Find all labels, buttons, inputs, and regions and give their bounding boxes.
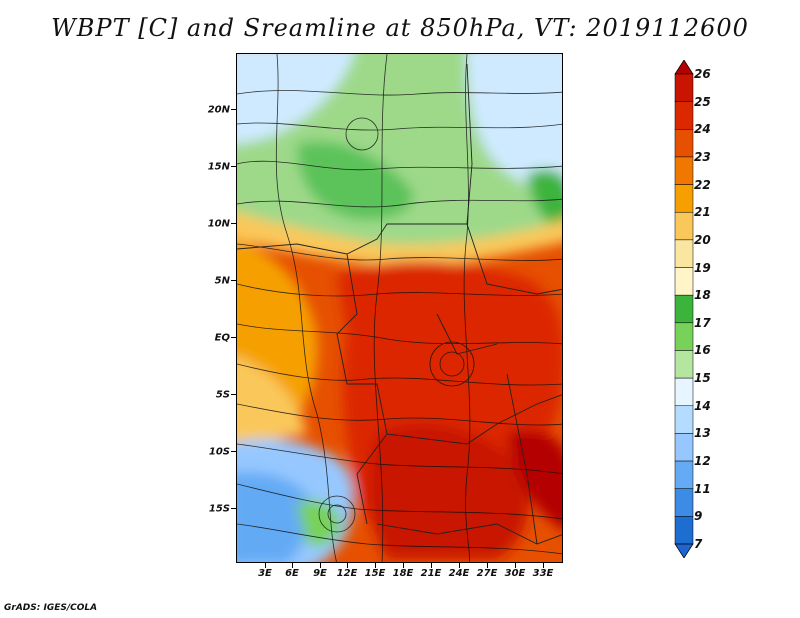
lat-tick [231,508,236,509]
lon-label-3e: 3E [258,568,272,579]
lon-tick [265,563,266,568]
lon-label-12e: 12E [336,568,358,579]
lon-label-21e: 21E [420,568,442,579]
colorbar-label: 7 [694,537,703,551]
colorbar-segment [674,322,694,351]
colorbar-label: 14 [694,398,711,413]
lat-tick [231,337,236,338]
colorbar-label: 25 [694,94,711,109]
colorbar-label: 22 [694,177,711,192]
colorbar-segment [674,267,694,296]
lon-label-18e: 18E [392,568,414,579]
colorbar-label: 23 [694,149,711,164]
colorbar-bottom-arrow [674,543,694,558]
lat-tick [231,280,236,281]
lat-label-eq: EQ [214,332,230,344]
colorbar-segment [674,460,694,489]
colorbar-label: 9 [694,509,703,524]
colorbar-label: 15 [694,371,711,386]
lon-tick [487,563,488,568]
colorbar-segment [674,294,694,324]
lon-label-30e: 30E [504,568,526,579]
colorbar-segment [674,377,694,407]
colorbar-segment [674,129,694,158]
colorbar-label: 20 [694,232,711,247]
lat-tick [231,451,236,452]
lon-tick [431,563,432,568]
lat-tick [231,223,236,224]
colorbar-segment [674,211,694,241]
lon-label-6e: 6E [285,568,299,579]
colorbar-label: 11 [694,481,711,496]
grads-credit: GrADS: IGES/COLA [4,603,98,613]
colorbar-segment [674,488,694,517]
lon-tick [543,563,544,568]
colorbar-label: 12 [694,454,711,469]
lat-label-15s: 15S [208,503,230,515]
lon-tick [459,563,460,568]
country-borders [237,63,562,545]
colorbar-segment [674,239,694,268]
wbpt-field-map [237,54,562,562]
lon-label-9e: 9E [313,568,327,579]
colorbar-label: 26 [694,67,711,81]
lat-tick [231,394,236,395]
map-panel [236,53,563,563]
lon-tick [292,563,293,568]
colorbar-top-arrow [674,60,694,75]
colorbar-label: 13 [694,426,711,441]
lon-label-24e: 24E [448,568,470,579]
lat-label-20n: 20N [207,104,230,116]
colorbar-segment [674,156,694,185]
lat-label-5s: 5S [215,389,230,401]
colorbar-segment [674,516,694,545]
colorbar-label: 24 [694,122,711,137]
lon-tick [347,563,348,568]
lat-label-5n: 5N [214,275,230,287]
lat-tick [231,166,236,167]
lon-label-27e: 27E [476,568,498,579]
lon-label-33e: 33E [532,568,554,579]
colorbar-segment [674,101,694,130]
colorbar-label: 19 [694,260,711,275]
streamlines [237,54,562,562]
lat-label-15n: 15N [207,161,230,173]
colorbar-label: 21 [694,205,711,220]
lon-tick [320,563,321,568]
lon-tick [375,563,376,568]
colorbar-label: 17 [694,315,711,330]
colorbar-segment [674,350,694,379]
colorbar-label: 18 [694,288,711,303]
lat-label-10s: 10S [208,446,230,458]
colorbar-label: 16 [694,343,711,358]
lat-label-10n: 10N [207,218,230,230]
colorbar-segment [674,433,694,462]
colorbar-segment [674,73,694,102]
lon-tick [515,563,516,568]
lon-label-15e: 15E [364,568,386,579]
lat-tick [231,109,236,110]
colorbar [674,60,694,558]
colorbar-segment [674,184,694,213]
lon-tick [403,563,404,568]
colorbar-segment [674,405,694,434]
chart-title: WBPT [C] and Sreamline at 850hPa, VT: 20… [51,14,749,42]
